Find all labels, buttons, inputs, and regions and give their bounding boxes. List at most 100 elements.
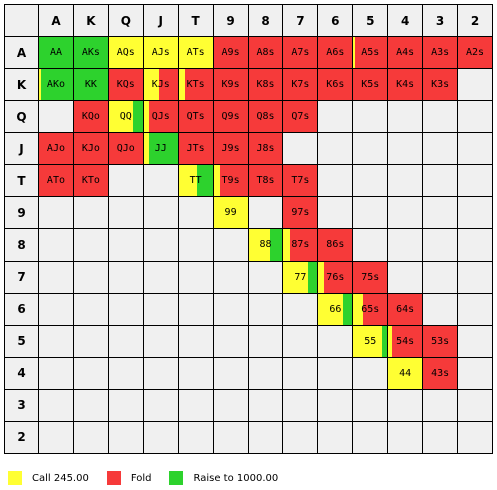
hand-cell-aqs[interactable]: AQs [107,36,144,70]
empty-cell [177,228,214,262]
empty-cell [38,420,74,455]
hand-cell-qts[interactable]: QTs [177,100,214,134]
empty-cell [282,324,319,358]
hand-cell-kqo[interactable]: KQo [72,100,109,134]
hand-cell-77[interactable]: 77 [282,260,319,294]
hand-cell-ajo[interactable]: AJo [38,132,74,166]
hand-cell-54s[interactable]: 54s [387,324,424,358]
hand-cell-qjo[interactable]: QJo [107,132,144,166]
empty-cell [38,388,74,422]
hand-cell-kjs[interactable]: KJs [142,68,179,102]
empty-cell [352,420,389,455]
hand-cell-qq[interactable]: QQ [107,100,144,134]
hand-cell-t7s[interactable]: T7s [282,164,319,198]
empty-cell [212,356,249,390]
hand-cell-53s[interactable]: 53s [422,324,459,358]
hand-cell-kts[interactable]: KTs [177,68,214,102]
empty-cell [352,388,389,422]
hand-cell-jj[interactable]: JJ [142,132,179,166]
hand-cell-aks[interactable]: AKs [72,36,109,70]
hand-cell-kjo[interactable]: KJo [72,132,109,166]
hand-cell-87s[interactable]: 87s [282,228,319,262]
empty-cell [107,228,144,262]
hand-cell-a8s[interactable]: A8s [247,36,284,70]
hand-label: 88 [259,239,272,251]
raise-segment [307,262,317,293]
hand-label: ATo [46,175,65,187]
hand-cell-43s[interactable]: 43s [422,356,459,390]
hand-cell-97s[interactable]: 97s [282,196,319,230]
empty-cell [457,324,493,358]
hand-cell-a7s[interactable]: A7s [282,36,319,70]
hand-cell-99[interactable]: 99 [212,196,249,230]
empty-cell [72,196,109,230]
hand-label: T7s [291,175,310,187]
hand-cell-k7s[interactable]: K7s [282,68,319,102]
empty-cell [177,388,214,422]
hand-cell-ajs[interactable]: AJs [142,36,179,70]
hand-cell-65s[interactable]: 65s [352,292,389,326]
raise-segment [382,326,387,357]
empty-cell [142,196,179,230]
hand-cell-55[interactable]: 55 [352,324,389,358]
fold-segment [388,294,422,325]
hand-cell-64s[interactable]: 64s [387,292,424,326]
hand-cell-k4s[interactable]: K4s [387,68,424,102]
action-mix-bar [74,133,108,164]
hand-cell-k8s[interactable]: K8s [247,68,284,102]
hand-cell-44[interactable]: 44 [387,356,424,390]
hand-cell-j8s[interactable]: J8s [247,132,284,166]
hand-cell-t8s[interactable]: T8s [247,164,284,198]
hand-cell-kk[interactable]: KK [72,68,109,102]
hand-cell-a4s[interactable]: A4s [387,36,424,70]
hand-cell-ato[interactable]: ATo [38,164,74,198]
hand-cell-q9s[interactable]: Q9s [212,100,249,134]
empty-cell [457,260,493,294]
hand-cell-qjs[interactable]: QJs [142,100,179,134]
hand-cell-t9s[interactable]: T9s [212,164,249,198]
row-header-6: 6 [4,292,39,326]
fold-segment [392,326,422,357]
hand-label: AKo [46,79,65,91]
grid-row: 9 99 97s [4,196,493,230]
hand-cell-a9s[interactable]: A9s [212,36,249,70]
grid-row: T ATo KTo TT T9s T8s T7s [4,164,493,198]
hand-cell-a3s[interactable]: A3s [422,36,459,70]
hand-cell-aa[interactable]: AA [38,36,74,70]
hand-cell-k9s[interactable]: K9s [212,68,249,102]
hand-cell-a6s[interactable]: A6s [317,36,354,70]
hand-cell-88[interactable]: 88 [247,228,284,262]
hand-cell-66[interactable]: 66 [317,292,354,326]
hand-cell-ats[interactable]: ATs [177,36,214,70]
hand-cell-kqs[interactable]: KQs [107,68,144,102]
hand-cell-j9s[interactable]: J9s [212,132,249,166]
empty-cell [142,420,179,455]
hand-cell-76s[interactable]: 76s [317,260,354,294]
hand-cell-tt[interactable]: TT [177,164,214,198]
hand-cell-k3s[interactable]: K3s [422,68,459,102]
hand-cell-kto[interactable]: KTo [72,164,109,198]
hand-cell-q8s[interactable]: Q8s [247,100,284,134]
fold-segment [179,133,213,164]
hand-cell-75s[interactable]: 75s [352,260,389,294]
hand-cell-q7s[interactable]: Q7s [282,100,319,134]
hand-cell-ako[interactable]: AKo [38,68,74,102]
raise-segment [342,294,352,325]
column-header-7: 7 [282,3,319,38]
empty-cell [422,388,459,422]
hand-cell-jts[interactable]: JTs [177,132,214,166]
hand-cell-86s[interactable]: 86s [317,228,354,262]
hand-cell-k6s[interactable]: K6s [317,68,354,102]
fold-segment [289,229,317,260]
fold-segment [283,165,317,196]
empty-cell [317,388,354,422]
hand-cell-k5s[interactable]: K5s [352,68,389,102]
fold-segment [249,133,282,164]
action-mix-bar [39,133,73,164]
fold-segment [249,101,282,132]
hand-cell-a2s[interactable]: A2s [457,36,493,70]
call-segment [109,101,134,132]
fold-segment [318,37,352,68]
empty-cell [107,388,144,422]
hand-cell-a5s[interactable]: A5s [352,36,389,70]
